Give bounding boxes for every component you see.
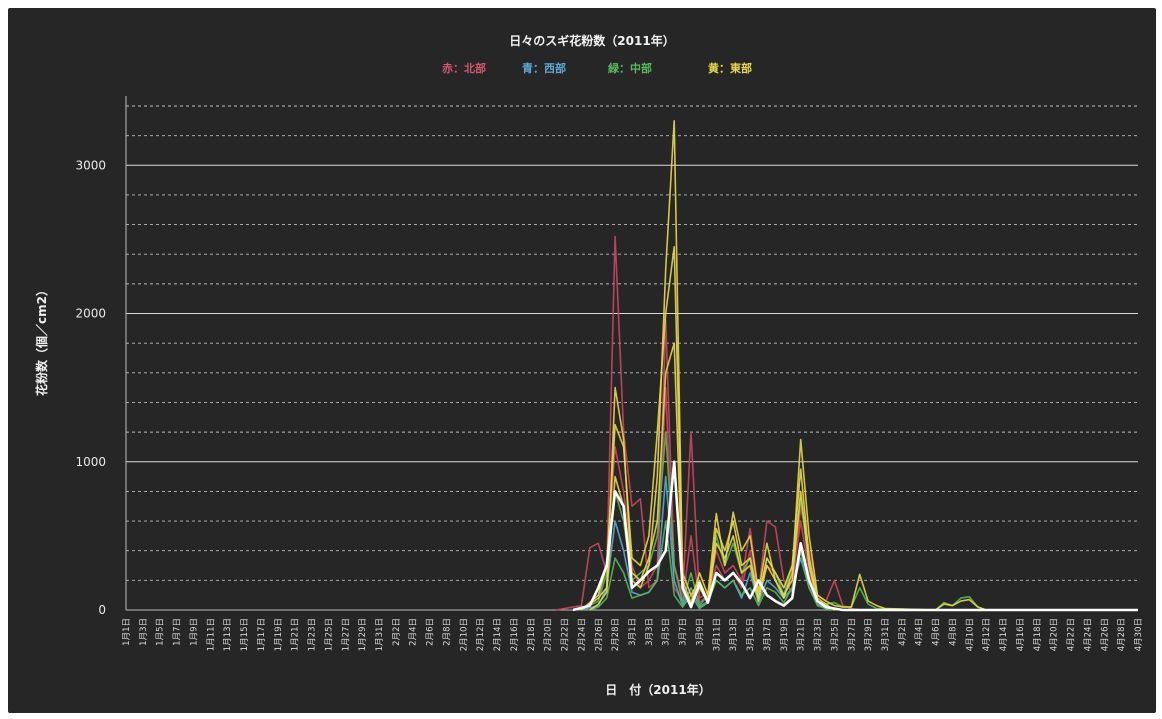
x-tick-label: 2月8日 (442, 618, 452, 646)
y-tick-labels: 0 1000 2000 3000 (75, 158, 106, 617)
x-tick-label: 4月18日 (1033, 618, 1043, 651)
series-line (580, 120, 987, 611)
x-tick-labels: 1月1日 1月3日 1月5日 1月7日 1月9日 1月11日 1月13日 1月15日 1月17日… (122, 618, 1144, 651)
x-tick-label: 2月28日 (611, 618, 621, 651)
x-tick-label: 3月1日 (628, 618, 638, 646)
x-tick-label: 3月13日 (729, 618, 739, 651)
x-tick-label: 1月27日 (341, 618, 351, 651)
x-tick-label: 4月14日 (999, 618, 1009, 651)
pollen-chart: 日々のスギ花粉数（2011年） 赤：北部 青：西部 緑：中部 黄：東部 0 1000 20… (34, 33, 1144, 697)
x-axis-label: 日 付（2011年） (605, 682, 710, 697)
series-line (572, 460, 1138, 612)
x-tick-label: 3月31日 (881, 618, 891, 651)
x-tick-label: 3月27日 (847, 618, 857, 651)
x-tick-label: 3月5日 (662, 618, 672, 646)
x-tick-label: 2月2日 (392, 618, 402, 646)
x-tick-label: 4月22日 (1067, 618, 1077, 651)
x-tick-label: 4月16日 (1016, 618, 1026, 651)
x-tick-label: 3月3日 (645, 618, 655, 646)
x-tick-label: 2月12日 (476, 618, 486, 651)
x-tick-label: 1月5日 (156, 618, 166, 646)
series-line (555, 235, 860, 611)
x-tick-label: 2月26日 (594, 618, 604, 651)
x-tick-label: 3月23日 (814, 618, 824, 651)
x-tick-label: 3月29日 (864, 618, 874, 651)
x-tick-label: 4月24日 (1083, 618, 1093, 651)
x-tick-label: 4月6日 (932, 618, 942, 646)
x-tick-label: 1月7日 (173, 618, 183, 646)
legend-item: 青：西部 (522, 61, 566, 75)
x-tick-label: 1月1日 (122, 618, 132, 646)
x-tick-label: 1月31日 (375, 618, 385, 651)
x-tick-label: 4月26日 (1100, 618, 1110, 651)
x-tick-label: 3月25日 (830, 618, 840, 651)
x-tick-label: 3月7日 (679, 618, 689, 646)
x-tick-label: 2月6日 (426, 618, 436, 646)
x-tick-label: 4月20日 (1050, 618, 1060, 651)
x-tick-label: 1月17日 (257, 618, 267, 651)
x-tick-label: 3月15日 (746, 618, 756, 651)
legend-item: 赤：北部 (442, 61, 486, 75)
x-tick-label: 4月8日 (948, 618, 958, 646)
x-tick-label: 1月9日 (189, 618, 199, 646)
x-tick-label: 1月25日 (324, 618, 334, 651)
legend-item: 黄：東部 (708, 61, 752, 75)
x-tick-label: 4月2日 (898, 618, 908, 646)
x-tick-label: 1月15日 (240, 618, 250, 651)
x-tick-label: 4月28日 (1117, 618, 1127, 651)
x-tick-label: 1月19日 (274, 618, 284, 651)
y-tick-label: 3000 (75, 158, 106, 172)
x-tick-label: 3月11日 (712, 618, 722, 651)
x-tick-label: 2月14日 (493, 618, 503, 651)
axes (125, 96, 1138, 611)
x-tick-label: 3月21日 (797, 618, 807, 651)
x-tick-label: 1月11日 (206, 618, 216, 651)
gridlines (126, 105, 1138, 581)
x-tick-label: 3月17日 (763, 618, 773, 651)
x-tick-label: 4月10日 (965, 618, 975, 651)
x-tick-label: 2月4日 (409, 618, 419, 646)
y-tick-label: 0 (98, 603, 106, 617)
y-tick-label: 2000 (75, 307, 106, 321)
x-tick-label: 1月23日 (308, 618, 318, 651)
x-tick-label: 3月9日 (695, 618, 705, 646)
x-tick-label: 1月21日 (291, 618, 301, 651)
x-tick-label: 4月12日 (982, 618, 992, 651)
x-tick-label: 2月22日 (561, 618, 571, 651)
x-tick-label: 2月18日 (527, 618, 537, 651)
y-axis-label: 花粉数（個／cm2） (34, 284, 49, 396)
y-tick-label: 1000 (75, 455, 106, 469)
x-tick-label: 1月29日 (358, 618, 368, 651)
chart-panel: 日々のスギ花粉数（2011年） 赤：北部 青：西部 緑：中部 黄：東部 0 1000 20… (8, 8, 1156, 713)
x-tick-label: 2月20日 (544, 618, 554, 651)
x-tick-label: 2月24日 (577, 618, 587, 651)
legend-item: 緑：中部 (608, 61, 652, 75)
x-tick-label: 2月10日 (459, 618, 469, 651)
legend: 赤：北部 青：西部 緑：中部 黄：東部 (442, 61, 752, 75)
x-tick-label: 3月19日 (780, 618, 790, 651)
x-tick-label: 1月3日 (139, 618, 149, 646)
x-tick-label: 2月16日 (510, 618, 520, 651)
series-layer (555, 120, 1138, 612)
chart-title: 日々のスギ花粉数（2011年） (509, 33, 674, 48)
x-tick-label: 4月30日 (1134, 618, 1144, 651)
series-line (580, 246, 835, 611)
x-tick-label: 4月4日 (915, 618, 925, 646)
x-tick-label: 1月13日 (223, 618, 233, 651)
